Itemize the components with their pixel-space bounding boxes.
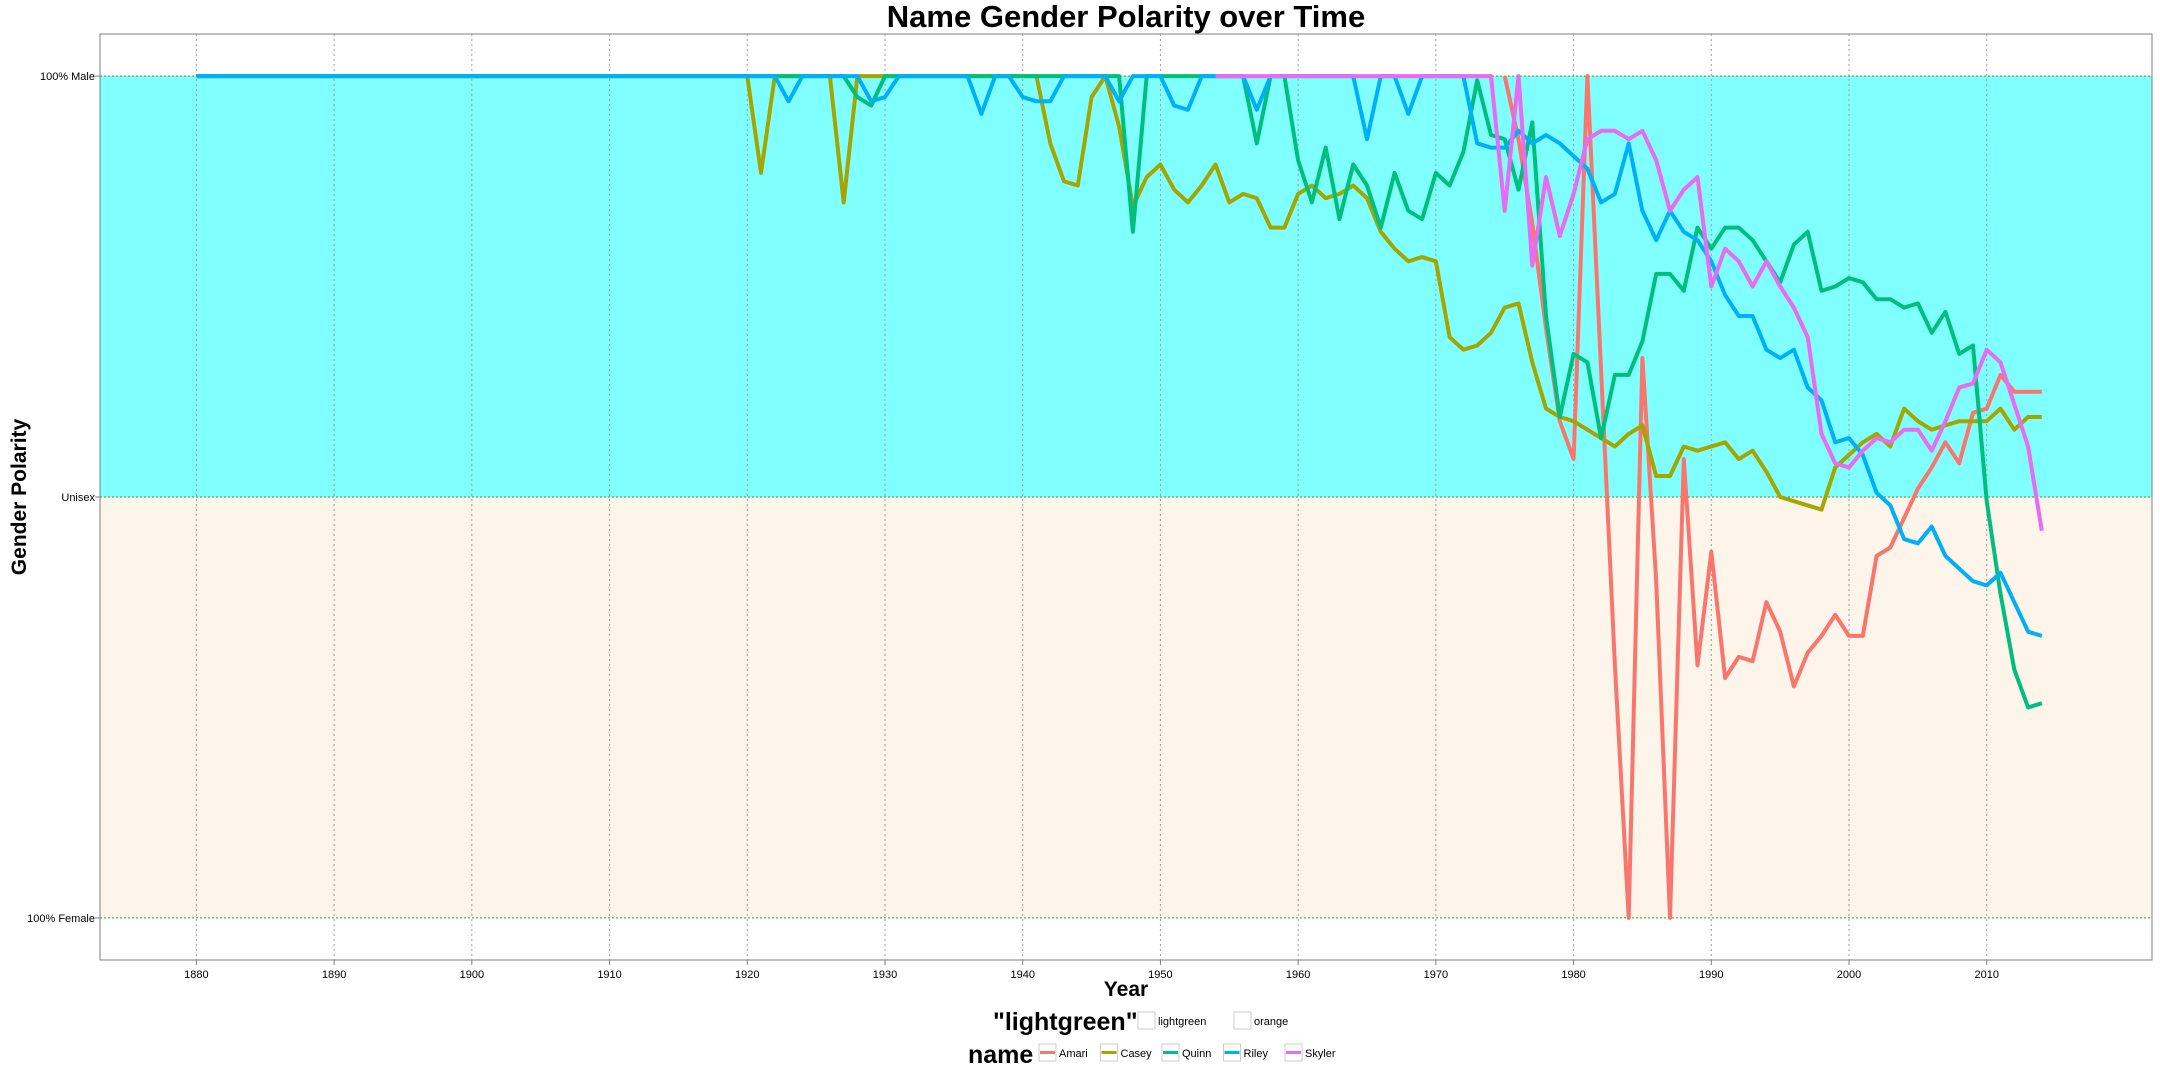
x-tick-label: 1960 xyxy=(1286,969,1310,981)
series-line-amari xyxy=(1502,74,2042,920)
x-axis-title: Year xyxy=(1104,978,1148,1001)
legend-label-quinn: Quinn xyxy=(1182,1048,1211,1060)
legend-label-skyler: Skyler xyxy=(1305,1048,1336,1060)
chart-title: Name Gender Polarity over Time xyxy=(887,0,1365,34)
x-tick-label: 1950 xyxy=(1148,969,1172,981)
x-tick-label: 2000 xyxy=(1837,969,1861,981)
y-tick-label: Unisex xyxy=(61,492,95,504)
series-line-skyler xyxy=(1215,74,2044,532)
x-tick-label: 2010 xyxy=(1974,969,1998,981)
legend-label-casey: Casey xyxy=(1121,1048,1153,1060)
series-lines xyxy=(196,74,2044,920)
y-axis-title: Gender Polarity xyxy=(8,418,31,575)
legend-fill-key xyxy=(1233,1011,1252,1030)
x-tick-label: 1910 xyxy=(597,969,621,981)
x-tick-label: 1990 xyxy=(1699,969,1723,981)
x-tick-label: 1940 xyxy=(1010,969,1034,981)
legend-color-entries: Amari Casey Quinn Riley Skyler xyxy=(1038,1043,1336,1062)
legend-fill-label: lightgreen xyxy=(1158,1016,1206,1028)
x-tick-label: 1920 xyxy=(735,969,759,981)
legend-fill-key xyxy=(1137,1011,1156,1030)
x-tick-label: 1980 xyxy=(1561,969,1585,981)
female-band xyxy=(100,497,2152,918)
legend-fill-entries: lightgreen orange xyxy=(1137,1011,1288,1030)
legend-fill-title: "lightgreen" xyxy=(993,1008,1138,1036)
y-tick-label: 100% Male xyxy=(40,71,95,83)
x-tick-label: 1970 xyxy=(1424,969,1448,981)
x-axis: 1880 1890 1900 1910 1920 1930 1940 1950 1960 1970… xyxy=(184,960,1999,981)
x-tick-label: 1900 xyxy=(460,969,484,981)
x-tick-label: 1890 xyxy=(322,969,346,981)
legend-label-amari: Amari xyxy=(1059,1048,1088,1060)
legend-color-title: name xyxy=(968,1041,1033,1069)
x-tick-label: 1930 xyxy=(873,969,897,981)
y-axis: 100% Male Unisex 100% Female xyxy=(27,71,100,925)
legend: "lightgreen" lightgreen orange name Amari… xyxy=(968,1008,1336,1069)
legend-fill-label: orange xyxy=(1254,1016,1288,1028)
y-tick-label: 100% Female xyxy=(27,913,95,925)
x-tick-label: 1880 xyxy=(184,969,208,981)
grid xyxy=(100,34,2152,960)
legend-label-riley: Riley xyxy=(1244,1048,1269,1060)
